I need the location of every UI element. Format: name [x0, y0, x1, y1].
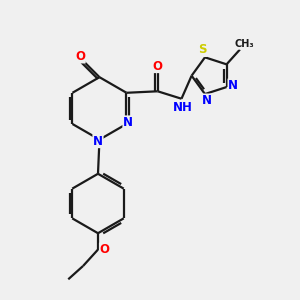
Text: N: N: [123, 116, 133, 129]
Text: N: N: [201, 94, 212, 107]
Text: O: O: [153, 59, 163, 73]
Text: O: O: [100, 243, 110, 256]
Text: N: N: [93, 135, 103, 148]
Text: O: O: [75, 50, 85, 63]
Text: NH: NH: [173, 100, 193, 114]
Text: N: N: [228, 79, 238, 92]
Text: CH₃: CH₃: [235, 39, 254, 49]
Text: S: S: [198, 44, 207, 56]
